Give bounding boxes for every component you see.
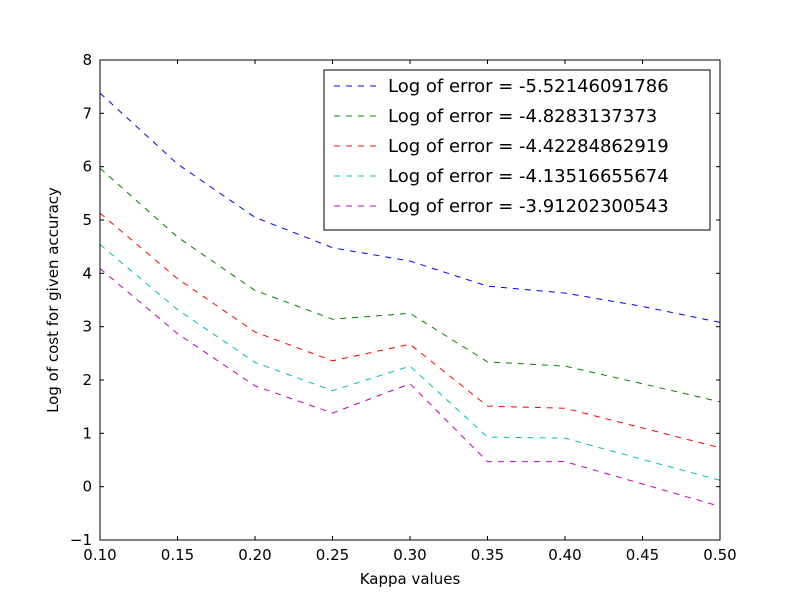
legend: Log of error = -5.52146091786 Log of erro…: [323, 69, 711, 231]
x-tick-label: 0.15: [161, 546, 194, 564]
x-tick-label: 0.35: [471, 546, 504, 564]
y-tick-label: 8: [82, 51, 92, 69]
legend-entry-4: Log of error = -4.13516655674: [388, 166, 669, 187]
x-tick-label: 0.50: [703, 546, 736, 564]
series-layer: [99, 92, 721, 507]
x-tick-label: 0.10: [83, 546, 116, 564]
y-tick-label: 2: [82, 371, 92, 389]
series-line-1: [99, 92, 721, 323]
series-line-5: [99, 268, 721, 507]
x-axis: 0.10 0.15 0.20 0.25 0.30 0.35 0.40 0.45 0.50: [83, 60, 737, 564]
legend-entry-5: Log of error = -3.91202300543: [388, 196, 669, 217]
x-tick-label: 0.45: [626, 546, 659, 564]
y-tick-label: 0: [82, 478, 92, 496]
x-tick-label: 0.40: [548, 546, 581, 564]
y-tick-label: 7: [82, 104, 92, 122]
y-tick-label: 1: [82, 424, 92, 442]
legend-entry-3: Log of error = -4.42284862919: [388, 136, 669, 157]
x-tick-label: 0.20: [238, 546, 271, 564]
y-tick-label: −1: [70, 531, 92, 549]
legend-box: [323, 69, 711, 231]
series-line-3: [99, 212, 721, 449]
legend-entry-1: Log of error = -5.52146091786: [388, 76, 669, 97]
y-axis-label: Log of cost for given accuracy: [44, 187, 62, 413]
y-tick-label: 5: [82, 211, 92, 229]
x-tick-label: 0.25: [316, 546, 349, 564]
series-line-4: [99, 244, 721, 481]
legend-entry-2: Log of error = -4.8283137373: [388, 106, 657, 127]
x-axis-label: Kappa values: [360, 570, 461, 588]
y-tick-label: 3: [82, 318, 92, 336]
x-tick-label: 0.30: [393, 546, 426, 564]
series-line-2: [99, 167, 721, 403]
y-axis: −1 0 1 2 3 4 5 6 7 8: [70, 51, 720, 549]
y-tick-label: 6: [82, 158, 92, 176]
y-tick-label: 4: [82, 264, 92, 282]
